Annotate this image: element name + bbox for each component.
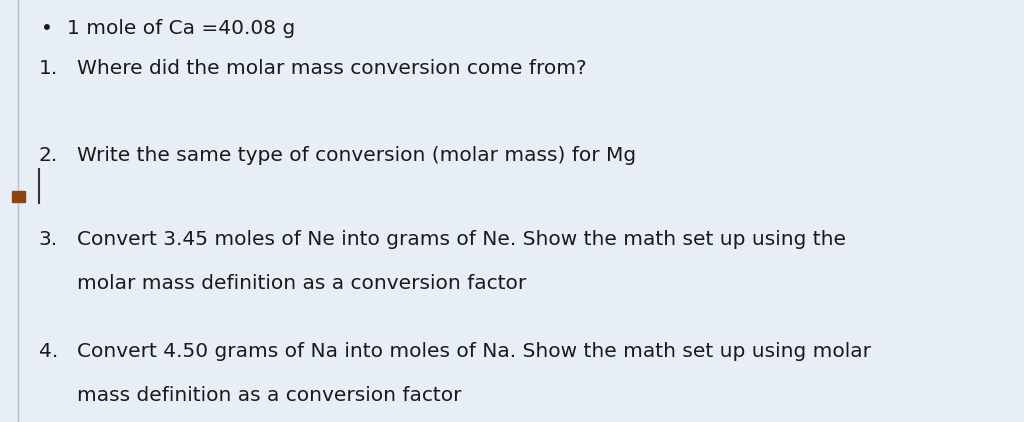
FancyBboxPatch shape bbox=[12, 191, 25, 201]
Text: 3.: 3. bbox=[39, 230, 58, 249]
Text: 1 mole of Ca =40.08 g: 1 mole of Ca =40.08 g bbox=[67, 19, 295, 38]
Text: mass definition as a conversion factor: mass definition as a conversion factor bbox=[77, 386, 461, 405]
Text: Convert 3.45 moles of Ne into grams of Ne. Show the math set up using the: Convert 3.45 moles of Ne into grams of N… bbox=[77, 230, 846, 249]
Text: 2.: 2. bbox=[39, 146, 58, 165]
Text: 1.: 1. bbox=[39, 59, 58, 78]
Text: Where did the molar mass conversion come from?: Where did the molar mass conversion come… bbox=[77, 59, 587, 78]
Text: Write the same type of conversion (molar mass) for Mg: Write the same type of conversion (molar… bbox=[77, 146, 636, 165]
Text: 4.: 4. bbox=[39, 342, 58, 361]
Text: molar mass definition as a conversion factor: molar mass definition as a conversion fa… bbox=[77, 274, 526, 293]
Text: •: • bbox=[41, 19, 53, 38]
Text: Convert 4.50 grams of Na into moles of Na. Show the math set up using molar: Convert 4.50 grams of Na into moles of N… bbox=[77, 342, 870, 361]
